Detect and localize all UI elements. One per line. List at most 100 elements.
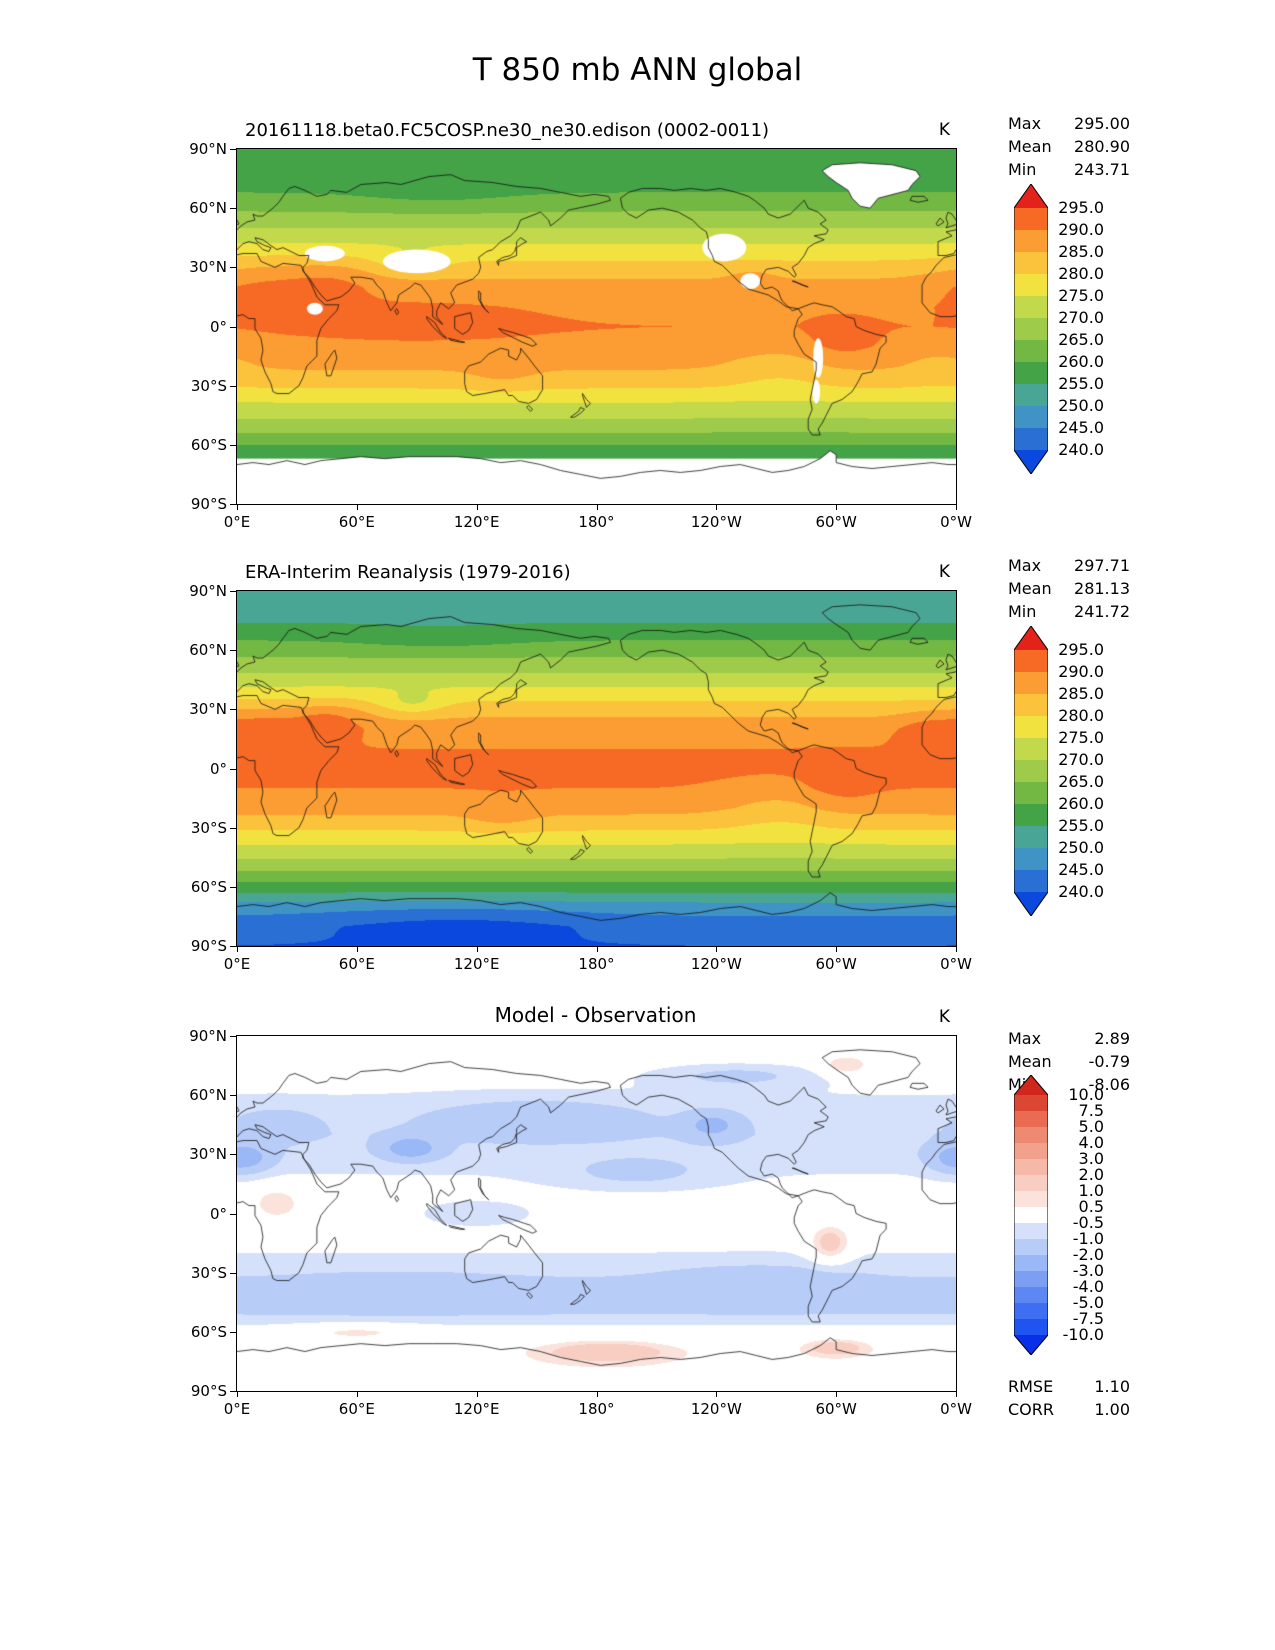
stat-label-mean: Mean [1008, 137, 1052, 156]
stat-value-mean: -0.79 [1088, 1052, 1130, 1071]
colorbar-tick-label: -2.0 [1072, 1245, 1104, 1264]
y-tick-mark [230, 768, 236, 770]
y-tick-mark [230, 946, 236, 947]
y-tick-mark [230, 591, 236, 592]
x-tick-label: 60°W [815, 955, 857, 973]
stat-label-mean: Mean [1008, 1052, 1052, 1071]
y-tick-label: 60°N [189, 1086, 227, 1105]
stat-value-min: -8.06 [1088, 1075, 1130, 1094]
colorbar-tick-label: 245.0 [1058, 418, 1104, 437]
panel-diff-stats: Max 2.89 Mean -0.79 Min -8.06 [1008, 1027, 1130, 1096]
y-tick-label: 90°N [189, 582, 227, 600]
x-tick-mark [716, 946, 718, 952]
stat-row-min: Min 241.72 [1008, 600, 1130, 623]
panel-obs-title: ERA-Interim Reanalysis (1979-2016) [245, 562, 571, 583]
colorbar-tick-label: 240.0 [1058, 882, 1104, 901]
y-tick-label: 30°S [190, 1263, 227, 1282]
stat-value-max: 297.71 [1074, 556, 1130, 575]
x-tick-mark [237, 946, 238, 952]
colorbar-tick-label: 0.5 [1078, 1197, 1104, 1216]
x-tick-label: 0°E [223, 513, 251, 531]
x-tick-mark [356, 946, 358, 952]
x-tick-label: 60°E [338, 1400, 375, 1418]
x-tick-mark [836, 1391, 838, 1397]
colorbar-tick-label: 260.0 [1058, 352, 1104, 371]
colorbar-tick-label: 3.0 [1078, 1149, 1104, 1168]
stat-row-mean: Mean 281.13 [1008, 577, 1130, 600]
colorbar-svg [1013, 1074, 1049, 1356]
y-tick-label: 30°N [189, 700, 227, 719]
stat-label-mean: Mean [1008, 579, 1052, 598]
x-tick-mark [237, 1391, 238, 1397]
colorbar-tick-label: 255.0 [1058, 374, 1104, 393]
colorbar-tick-label: 260.0 [1058, 794, 1104, 813]
colorbar-tick-label: 290.0 [1058, 220, 1104, 239]
colorbar-tick-label: 265.0 [1058, 772, 1104, 791]
y-tick-mark [230, 1095, 236, 1097]
colorbar-svg [1013, 625, 1049, 917]
stat-value-max: 2.89 [1094, 1029, 1130, 1048]
panel-diff-title: Model - Observation [494, 1003, 697, 1027]
y-tick-label: 90°S [190, 1382, 227, 1400]
y-tick-label: 60°S [190, 877, 227, 896]
x-tick-label: 180° [578, 513, 615, 531]
x-tick-label: 60°W [815, 1400, 857, 1418]
obs-map: 0°E 60°E 120°E 180° 120°W 60°W 0°W 90°N 60°N 30°N… [189, 582, 972, 973]
x-tick-label: 60°E [338, 955, 375, 973]
stat-value-max: 295.00 [1074, 114, 1130, 133]
y-tick-label: 0° [209, 1204, 227, 1223]
colorbar-tick-label: 270.0 [1058, 750, 1104, 769]
colorbar-tick-label: 270.0 [1058, 308, 1104, 327]
stat-value-min: 241.72 [1074, 602, 1130, 621]
x-tick-label: 60°E [338, 513, 375, 531]
x-tick-mark [356, 504, 358, 510]
x-tick-mark [237, 504, 238, 510]
y-tick-mark [230, 326, 236, 328]
colorbar-tick-label: 285.0 [1058, 242, 1104, 261]
x-tick-label: 120°E [453, 513, 500, 531]
x-tick-mark [356, 1391, 358, 1397]
panel-diff: Model - Observation K Max 2.89 Mean -0.79 … [0, 995, 1275, 1455]
x-tick-label: 120°W [690, 955, 742, 973]
metric-label-rmse: RMSE [1008, 1377, 1054, 1396]
x-tick-mark [596, 1391, 598, 1397]
panel-model-stats: Max 295.00 Mean 280.90 Min 243.71 [1008, 112, 1130, 181]
colorbar-tick-label: 250.0 [1058, 396, 1104, 415]
stat-label-max: Max [1008, 1029, 1042, 1048]
x-tick-mark [596, 946, 598, 952]
x-tick-label: 180° [578, 1400, 615, 1418]
y-tick-mark [230, 1391, 236, 1392]
y-tick-mark [230, 504, 236, 505]
y-tick-label: 30°S [190, 376, 227, 395]
stat-row-max: Max 297.71 [1008, 554, 1130, 577]
x-tick-label: 0°E [223, 1400, 251, 1418]
colorbar-svg [1013, 183, 1049, 475]
colorbar-tick-label: 290.0 [1058, 662, 1104, 681]
stat-row-max: Max 2.89 [1008, 1027, 1130, 1050]
y-tick-mark [230, 709, 236, 711]
model-map: 0°E 60°E 120°E 180° 120°W 60°W 0°W 90°N 60°N 30°N… [189, 140, 972, 531]
colorbar-tick-label: 2.0 [1078, 1165, 1104, 1184]
panel-model: 20161118.beta0.FC5COSP.ne30_ne30.edison … [0, 108, 1275, 568]
y-tick-label: 60°S [190, 435, 227, 454]
y-tick-label: 30°N [189, 1145, 227, 1164]
y-tick-mark [230, 886, 236, 888]
colorbar-tick-label: 250.0 [1058, 838, 1104, 857]
colorbar-tick-label: 5.0 [1078, 1117, 1104, 1136]
panel-model-units: K [938, 120, 950, 140]
panel-model-title: 20161118.beta0.FC5COSP.ne30_ne30.edison … [245, 120, 770, 141]
panel-obs-units: K [938, 562, 950, 582]
y-tick-label: 90°S [190, 937, 227, 955]
x-tick-label: 120°W [690, 513, 742, 531]
x-tick-mark [716, 504, 718, 510]
metric-row-rmse: RMSE 1.10 [1008, 1375, 1130, 1398]
y-tick-mark [230, 267, 236, 269]
y-tick-mark [230, 444, 236, 446]
y-tick-label: 0° [209, 317, 227, 336]
colorbar-tick-label: 7.5 [1078, 1101, 1104, 1120]
y-tick-mark [230, 1331, 236, 1333]
colorbar-tick-label: 245.0 [1058, 860, 1104, 879]
y-tick-mark [230, 385, 236, 387]
x-tick-mark [476, 504, 478, 510]
x-tick-label: 60°W [815, 513, 857, 531]
